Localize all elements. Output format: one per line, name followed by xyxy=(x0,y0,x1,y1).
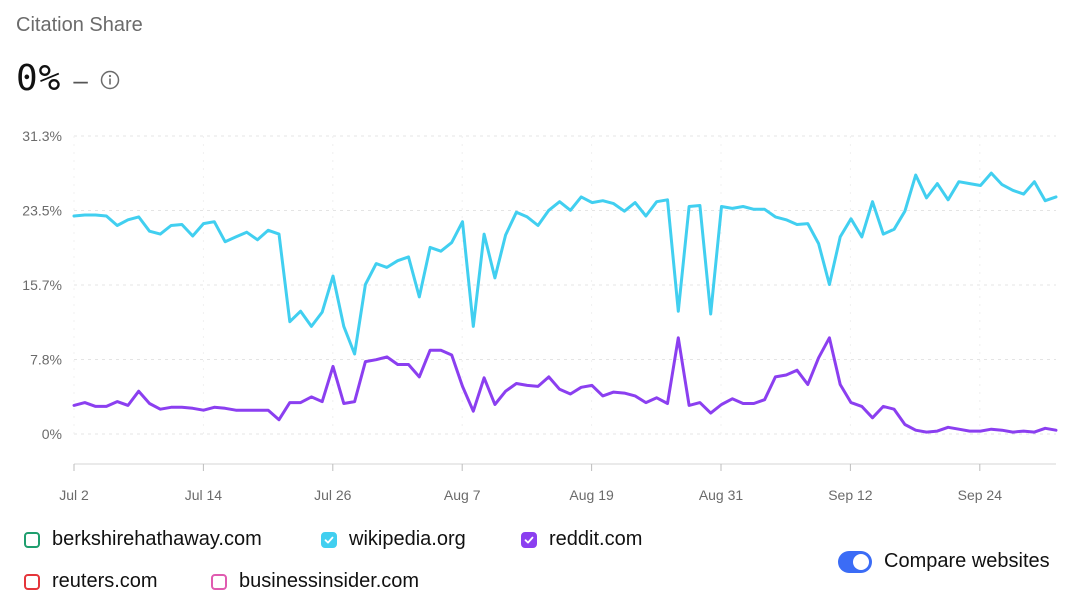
legend-label: berkshirehathaway.com xyxy=(52,528,262,550)
y-tick-label: 7.8% xyxy=(30,352,62,368)
compare-websites-toggle[interactable] xyxy=(838,550,872,573)
x-tick-label: Aug 19 xyxy=(569,487,614,503)
x-tick-label: Jul 2 xyxy=(59,487,89,503)
x-tick-label: Aug 7 xyxy=(444,487,481,503)
checkbox-berkshirehathaway[interactable] xyxy=(24,531,40,548)
series-line-wikipedia-org xyxy=(72,171,1058,356)
legend-item-businessinsider[interactable]: businessinsider.com xyxy=(211,570,419,593)
info-icon[interactable] xyxy=(100,70,120,90)
x-tick-label: Aug 31 xyxy=(699,487,744,503)
legend-item-berkshirehathaway[interactable]: berkshirehathaway.com xyxy=(24,528,262,551)
metric-summary: 0% – xyxy=(16,58,120,99)
checkbox-reuters[interactable] xyxy=(24,573,40,590)
x-tick-label: Sep 24 xyxy=(958,487,1003,503)
check-icon xyxy=(524,536,534,543)
legend-item-wikipedia[interactable]: wikipedia.org xyxy=(321,528,466,551)
check-icon xyxy=(324,536,334,543)
y-tick-label: 0% xyxy=(42,426,62,442)
line-chart: 0% 7.8% 15.7% 23.5% 31.3% Jul 2 Jul 14 Jul 26 Au… xyxy=(22,128,1058,503)
y-tick-label: 31.3% xyxy=(22,128,62,144)
compare-websites-control: Compare websites xyxy=(838,550,1050,573)
x-tick-label: Jul 26 xyxy=(314,487,352,503)
legend-label: businessinsider.com xyxy=(239,570,420,592)
legend-label: reddit.com xyxy=(549,528,643,550)
y-tick-label: 15.7% xyxy=(22,277,62,293)
x-tick-label: Sep 12 xyxy=(828,487,873,503)
metric-value: 0% xyxy=(16,58,62,99)
legend-item-reuters[interactable]: reuters.com xyxy=(24,570,158,593)
legend-item-reddit[interactable]: reddit.com xyxy=(521,528,642,551)
compare-websites-label: Compare websites xyxy=(884,550,1050,572)
series-line-reddit-com xyxy=(72,336,1058,434)
metric-change: – xyxy=(73,65,88,95)
checkbox-businessinsider[interactable] xyxy=(211,573,227,590)
checkbox-wikipedia[interactable] xyxy=(321,531,337,548)
legend-label: wikipedia.org xyxy=(349,528,466,550)
x-tick-label: Jul 14 xyxy=(185,487,223,503)
toggle-knob xyxy=(853,553,869,570)
legend-label: reuters.com xyxy=(52,570,158,592)
checkbox-reddit[interactable] xyxy=(521,531,537,548)
chart-title: Citation Share xyxy=(16,14,143,36)
y-tick-label: 23.5% xyxy=(22,203,62,219)
